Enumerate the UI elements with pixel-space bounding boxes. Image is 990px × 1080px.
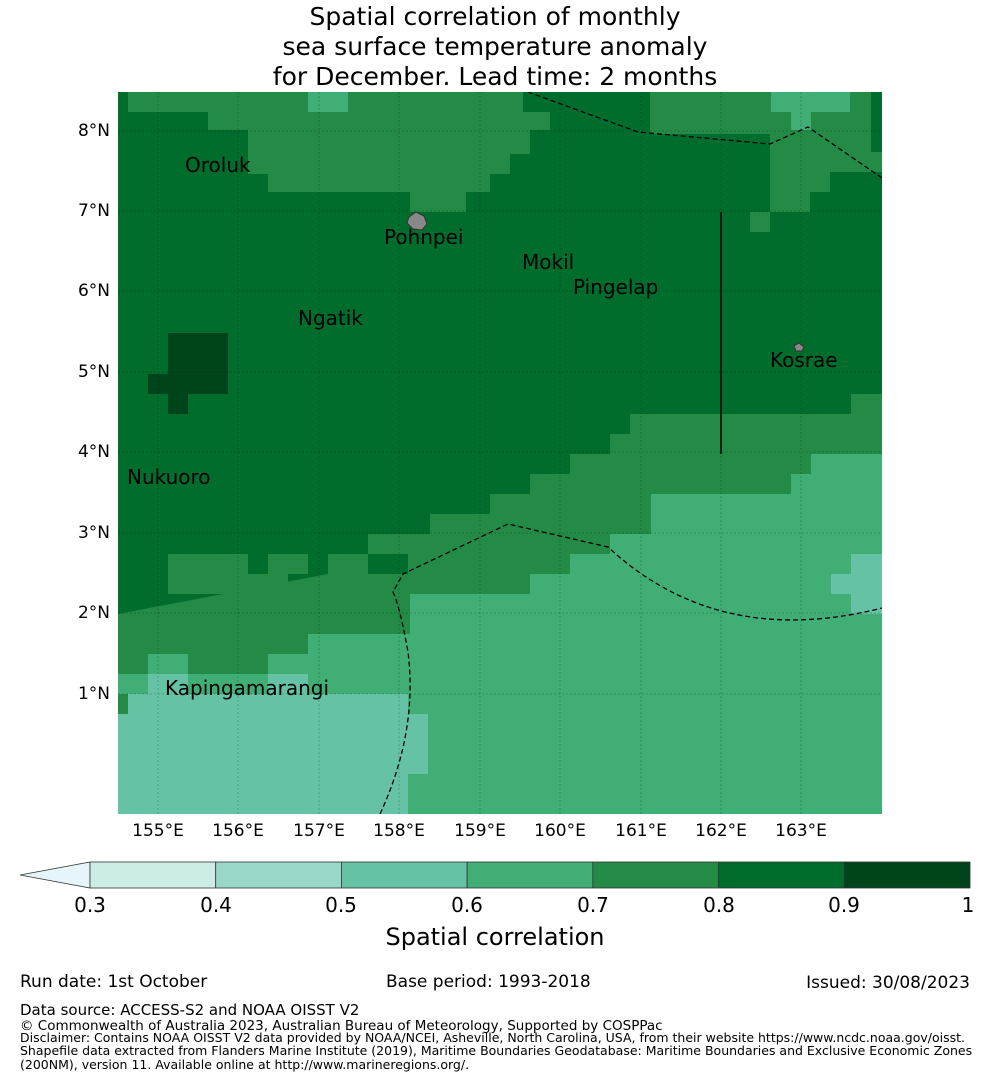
correlation-region-3 [771, 92, 850, 130]
colorbar-tick-0-4: 0.4 [200, 893, 232, 917]
correlation-region-0 [118, 92, 550, 212]
lat-label-7n: 7°N [77, 201, 110, 221]
colorbar-tick-0-8: 0.8 [703, 893, 735, 917]
lat-label-3n: 3°N [77, 523, 110, 543]
lon-label-162e: 162°E [695, 821, 747, 841]
chart-title: Spatial correlation of monthly sea surfa… [0, 2, 990, 92]
place-label-nukuoro: Nukuoro [127, 465, 211, 489]
correlation-region-10 [118, 674, 428, 814]
lon-label-156e: 156°E [212, 821, 264, 841]
place-label-kosrae: Kosrae [770, 348, 838, 372]
eez-boundary-north [527, 92, 882, 179]
colorbar-tick-1: 1 [961, 893, 975, 917]
place-label-oroluk: Oroluk [185, 153, 251, 177]
correlation-region-1 [650, 92, 882, 232]
colorbar-extend-triangle [20, 861, 91, 889]
data-source: Data source: ACCESS-S2 and NOAA OISST V2 [20, 1001, 360, 1019]
base-period: Base period: 1993-2018 [386, 972, 591, 992]
colorbar-segment-4 [592, 861, 719, 889]
disclaimer-line-2: Shapefile data extracted from Flanders M… [20, 1043, 973, 1058]
place-label-pingelap: Pingelap [573, 275, 659, 299]
colorbar-segment-1 [215, 861, 342, 889]
correlation-region-4 [148, 333, 228, 414]
colorbar-segment-3 [466, 861, 594, 889]
place-label-ngatik: Ngatik [298, 306, 363, 330]
lat-label-8n: 8°N [77, 121, 110, 141]
colorbar-tick-0-6: 0.6 [451, 893, 483, 917]
lat-label-4n: 4°N [77, 442, 110, 462]
colorbar-tick-0-5: 0.5 [325, 893, 357, 917]
lat-label-2n: 2°N [77, 603, 110, 623]
correlation-region-8 [118, 674, 128, 694]
lon-label-160e: 160°E [534, 821, 586, 841]
run-date: Run date: 1st October [20, 972, 208, 992]
colorbar [20, 861, 971, 889]
correlation-region-9 [831, 554, 882, 614]
place-label-pohnpei: Pohnpei [384, 225, 464, 249]
lon-label-155e: 155°E [132, 821, 184, 841]
issued-date: Issued: 30/08/2023 [806, 973, 970, 993]
colorbar-label: Spatial correlation [385, 923, 605, 951]
lon-label-159e: 159°E [454, 821, 506, 841]
correlation-map [118, 92, 882, 814]
disclaimer-line-1: Disclaimer: Contains NOAA OISST V2 data … [20, 1030, 965, 1045]
lon-label-161e: 161°E [615, 821, 667, 841]
title-line-3: for December. Lead time: 2 months [272, 62, 718, 91]
lat-label-5n: 5°N [77, 362, 110, 382]
place-label-kapingamarangi: Kapingamarangi [165, 676, 330, 700]
place-label-mokil: Mokil [522, 250, 575, 274]
copyright: © Commonwealth of Australia 2023, Austra… [20, 1018, 663, 1034]
lon-label-163e: 163°E [775, 821, 827, 841]
lat-label-1n: 1°N [77, 684, 110, 704]
lon-label-157e: 157°E [293, 821, 345, 841]
title-line-1: Spatial correlation of monthly [309, 2, 681, 31]
colorbar-tick-0-7: 0.7 [577, 893, 609, 917]
eez-boundary-south [379, 523, 882, 814]
lon-label-158e: 158°E [373, 821, 425, 841]
lat-label-6n: 6°N [77, 281, 110, 301]
title-line-2: sea surface temperature anomaly [282, 32, 708, 61]
disclaimer-line-3: (200NM), version 11. Available online at… [20, 1057, 470, 1072]
pohnpei-island-icon [406, 211, 428, 231]
colorbar-segment-6 [843, 861, 971, 889]
colorbar-tick-0-9: 0.9 [828, 893, 860, 917]
colorbar-tick-0-3: 0.3 [74, 893, 106, 917]
correlation-region-2 [308, 92, 348, 112]
colorbar-segment-0 [89, 861, 217, 889]
map-canvas [118, 92, 882, 814]
colorbar-segment-2 [341, 861, 468, 889]
colorbar-segment-5 [718, 861, 845, 889]
kosrae-island-icon [793, 342, 805, 352]
